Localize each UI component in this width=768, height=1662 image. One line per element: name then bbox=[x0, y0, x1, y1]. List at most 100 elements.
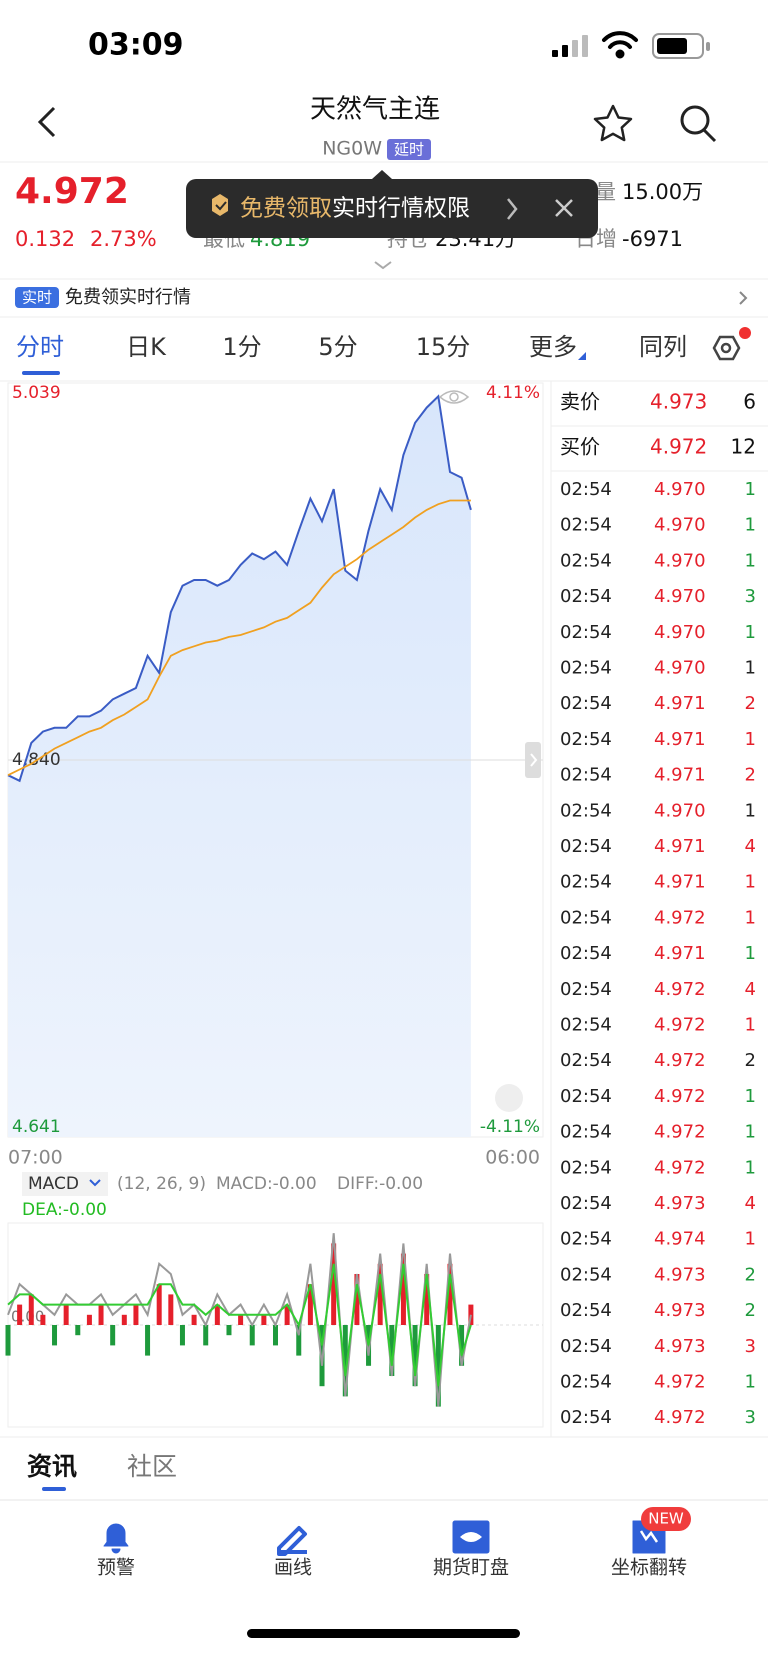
macd-bar bbox=[168, 1294, 174, 1325]
promo-tooltip[interactable]: 免费领取 实时行情权限 bbox=[186, 170, 598, 238]
side-handle-arrow bbox=[530, 753, 538, 767]
trade-volume: 1 bbox=[745, 1157, 756, 1178]
macd-bar bbox=[342, 1325, 348, 1397]
nav-label[interactable]: 坐标翻转 bbox=[611, 1557, 687, 1579]
macd-bar bbox=[307, 1284, 313, 1325]
macd-bar bbox=[121, 1314, 127, 1325]
nav-icon[interactable] bbox=[277, 1526, 307, 1556]
side-handle[interactable] bbox=[525, 742, 541, 778]
trade-time: 02:54 bbox=[560, 515, 612, 536]
nav-label[interactable]: 预警 bbox=[97, 1557, 135, 1579]
trade-time: 02:54 bbox=[560, 1229, 612, 1250]
eye-icon[interactable] bbox=[438, 390, 470, 404]
period-tab[interactable]: 日K bbox=[126, 333, 167, 361]
trade-time: 02:54 bbox=[560, 1407, 612, 1428]
x-tick-label: 06:00 bbox=[485, 1147, 540, 1169]
battery-icon bbox=[652, 33, 710, 59]
trade-volume: 4 bbox=[745, 1193, 756, 1214]
book-volume: 6 bbox=[743, 390, 756, 414]
macd-bar bbox=[249, 1325, 255, 1346]
macd-bar bbox=[156, 1284, 162, 1325]
trade-volume: 1 bbox=[745, 658, 756, 679]
trade-price: 4.970 bbox=[654, 800, 706, 821]
news-tab[interactable]: 社区 bbox=[127, 1452, 177, 1481]
nav-icon-detail bbox=[639, 1530, 659, 1543]
banner-badge: 实时 bbox=[22, 289, 52, 307]
trade-price: 4.973 bbox=[654, 1300, 706, 1321]
trade-volume: 2 bbox=[745, 693, 756, 714]
trade-price: 4.970 bbox=[654, 479, 706, 500]
macd-bar bbox=[412, 1325, 418, 1387]
nav-label[interactable]: 期货盯盘 bbox=[433, 1557, 509, 1579]
back-button[interactable] bbox=[37, 106, 56, 138]
book-price: 4.972 bbox=[650, 435, 707, 459]
macd-bar bbox=[435, 1325, 441, 1407]
stat-value: 15.00万 bbox=[622, 180, 703, 204]
favorite-button[interactable] bbox=[593, 104, 633, 142]
tooltip-highlight: 免费领取 bbox=[240, 196, 332, 222]
trade-time: 02:54 bbox=[560, 586, 612, 607]
macd-bar bbox=[28, 1294, 34, 1325]
indicator-params: (12, 26, 9) bbox=[117, 1174, 206, 1194]
nav-badge-bg bbox=[641, 1507, 691, 1531]
delay-badge-bg bbox=[387, 139, 431, 160]
price-change-pct: 2.73% bbox=[90, 227, 157, 251]
period-tab[interactable]: 同列 bbox=[639, 333, 687, 361]
period-tab[interactable]: 更多 bbox=[529, 333, 577, 361]
trade-time: 02:54 bbox=[560, 550, 612, 571]
nav-badge: NEW bbox=[648, 1510, 684, 1528]
period-tab[interactable]: 分时 bbox=[16, 333, 64, 361]
trade-volume: 2 bbox=[745, 1264, 756, 1285]
home-indicator bbox=[247, 1629, 520, 1638]
macd-bar bbox=[273, 1325, 278, 1346]
trade-time: 02:54 bbox=[560, 1122, 612, 1143]
fullscreen-button[interactable] bbox=[495, 1084, 523, 1112]
trade-price: 4.971 bbox=[654, 693, 706, 714]
macd-bar bbox=[238, 1314, 244, 1325]
settings-icon[interactable] bbox=[712, 327, 751, 361]
trade-volume: 1 bbox=[745, 729, 756, 750]
period-tab[interactable]: 5分 bbox=[318, 333, 357, 361]
period-tab[interactable]: 1分 bbox=[222, 333, 261, 361]
trade-price: 4.971 bbox=[654, 729, 706, 750]
macd-bar bbox=[52, 1325, 58, 1346]
macd-bar bbox=[40, 1314, 46, 1325]
macd-bar bbox=[17, 1304, 23, 1325]
trade-volume: 1 bbox=[745, 1122, 756, 1143]
trade-time: 02:54 bbox=[560, 658, 612, 679]
trade-price: 4.972 bbox=[654, 1122, 706, 1143]
macd-bar bbox=[5, 1325, 11, 1356]
trade-price: 4.971 bbox=[654, 943, 706, 964]
stat-label: 量 bbox=[595, 180, 616, 204]
period-tab[interactable]: 15分 bbox=[416, 333, 471, 361]
y2-tick-label: 4.11% bbox=[486, 383, 540, 403]
trade-time: 02:54 bbox=[560, 836, 612, 857]
trade-volume: 2 bbox=[745, 1050, 756, 1071]
macd-bar bbox=[145, 1325, 151, 1356]
nav-label[interactable]: 画线 bbox=[274, 1557, 312, 1579]
trade-price: 4.971 bbox=[654, 765, 706, 786]
macd-chart: MACD (12, 26, 9) MACD:-0.00 DIFF:-0.00 DEA:-… bbox=[5, 1172, 544, 1428]
book-price: 4.973 bbox=[650, 390, 707, 414]
nav-icon-detail bbox=[460, 1532, 482, 1542]
y-tick-label: 4.641 bbox=[12, 1117, 61, 1137]
search-button[interactable] bbox=[680, 105, 717, 143]
tooltip-text: 实时行情权限 bbox=[332, 196, 470, 222]
nav-icon[interactable] bbox=[103, 1523, 129, 1554]
trade-price: 4.970 bbox=[654, 550, 706, 571]
trade-volume: 1 bbox=[745, 800, 756, 821]
trade-time: 02:54 bbox=[560, 1336, 612, 1357]
wifi-icon bbox=[602, 31, 638, 59]
realtime-banner[interactable]: 实时 免费领实时行情 bbox=[15, 287, 748, 308]
trade-volume: 1 bbox=[745, 622, 756, 643]
trade-time: 02:54 bbox=[560, 907, 612, 928]
tooltip-close[interactable] bbox=[555, 199, 573, 217]
banner-text: 免费领实时行情 bbox=[65, 287, 191, 308]
macd-bar bbox=[214, 1304, 220, 1325]
average-line bbox=[7, 499, 471, 777]
expand-icon[interactable] bbox=[374, 261, 392, 270]
macd-bar bbox=[284, 1304, 290, 1325]
news-tab[interactable]: 资讯 bbox=[27, 1452, 77, 1481]
trade-price: 4.972 bbox=[654, 1372, 706, 1393]
